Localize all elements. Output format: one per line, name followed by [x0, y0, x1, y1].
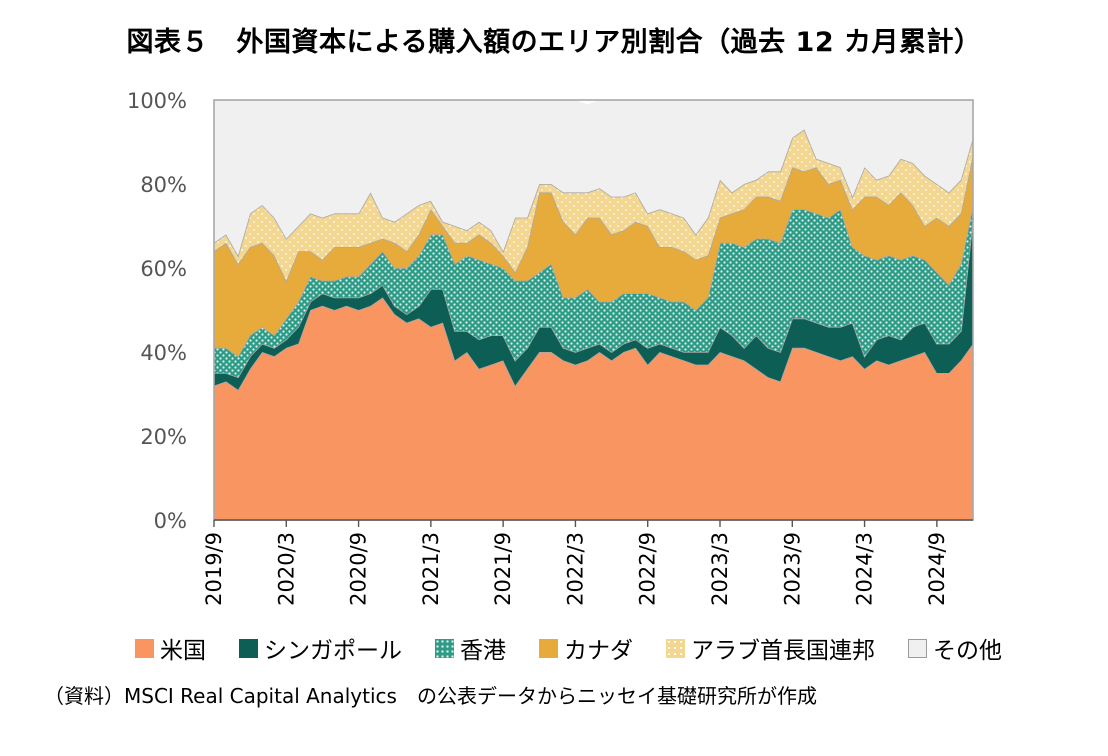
- x-tick-label: 2021/9: [491, 532, 515, 606]
- legend-item-hong-kong: 香港: [435, 631, 506, 665]
- x-tick-label: 2020/3: [274, 532, 298, 606]
- legend-swatch: [239, 638, 258, 658]
- area-us: [214, 297, 973, 520]
- y-tick-label: 60%: [140, 257, 187, 281]
- x-tick-label: 2019/9: [202, 532, 226, 606]
- legend-swatch: [135, 638, 154, 658]
- legend-swatch: [908, 638, 927, 658]
- legend: 米国 シンガポール 香港 カナダ アラブ首長国連邦 その他: [135, 630, 1035, 666]
- y-tick-label: 0%: [154, 509, 187, 533]
- legend-swatch: [666, 638, 685, 658]
- y-tick-label: 100%: [127, 89, 187, 113]
- x-tick-label: 2023/9: [780, 532, 804, 606]
- x-tick-label: 2022/9: [636, 532, 660, 606]
- x-tick-label: 2024/9: [925, 532, 949, 606]
- legend-swatch: [435, 638, 454, 658]
- chart-title: 図表５ 外国資本による購入額のエリア別割合（過去 12 カ月累計）: [126, 27, 982, 58]
- legend-label: カナダ: [564, 638, 633, 664]
- area-layers: [213, 99, 974, 521]
- area-uae: [214, 129, 973, 281]
- legend-label: シンガポール: [264, 638, 402, 664]
- x-tick-label: 2023/3: [708, 532, 732, 606]
- area-other: [214, 100, 973, 256]
- legend-item-canada: カナダ: [539, 631, 633, 665]
- y-axis: 0% 20% 40% 60% 80% 100%: [127, 89, 187, 533]
- x-tick-label: 2020/9: [347, 532, 371, 606]
- y-tick-label: 80%: [140, 173, 187, 197]
- legend-label: 米国: [160, 638, 206, 664]
- x-axis: 2019/9 2020/3 2020/9 2021/3 2021/9 2022/3 2022…: [202, 519, 973, 606]
- source-note: （資料）MSCI Real Capital Analytics の公表データから…: [44, 684, 817, 708]
- area-singapore: [214, 217, 973, 390]
- legend-swatch: [539, 638, 558, 658]
- legend-label: 香港: [460, 638, 506, 664]
- y-tick-label: 40%: [140, 341, 187, 365]
- legend-item-us: 米国: [135, 631, 206, 665]
- legend-label: アラブ首長国連邦: [691, 638, 875, 664]
- area-hong-kong: [214, 205, 973, 378]
- legend-label: その他: [933, 638, 1002, 664]
- x-tick-label: 2021/3: [419, 532, 443, 606]
- y-tick-label: 20%: [140, 425, 187, 449]
- stacked-area-chart: 0% 20% 40% 60% 80% 100% 2019/9 2020/3 2020/9 202…: [127, 89, 974, 606]
- x-tick-label: 2024/3: [853, 532, 877, 606]
- x-tick-label: 2022/3: [563, 532, 587, 606]
- legend-item-other: その他: [908, 631, 1002, 665]
- legend-item-uae: アラブ首長国連邦: [666, 631, 875, 665]
- legend-item-singapore: シンガポール: [239, 631, 402, 665]
- area-canada: [214, 154, 973, 357]
